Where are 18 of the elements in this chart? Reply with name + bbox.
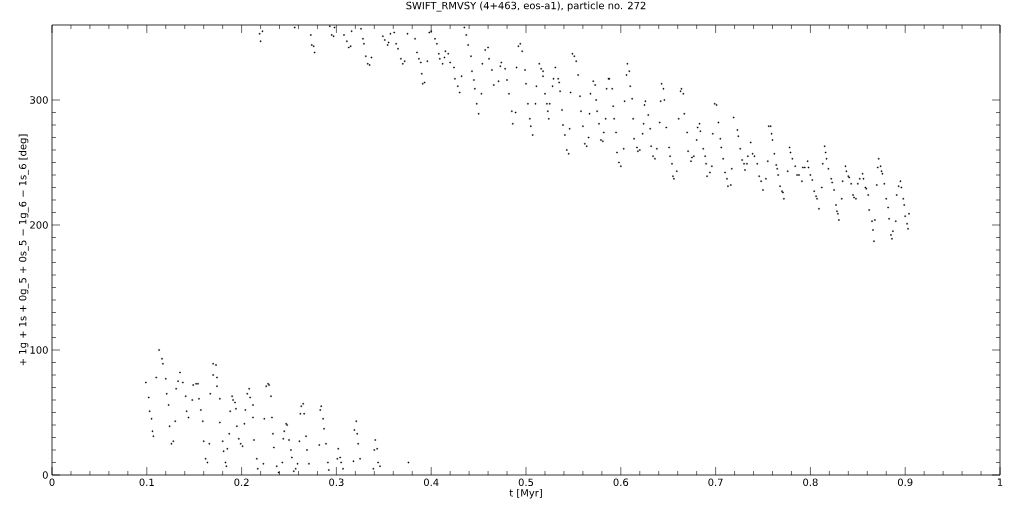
x-tick-label: 0.8 [803,478,818,487]
x-tick-label: 0.7 [708,478,723,487]
x-tick-label: 0.9 [897,478,913,487]
y-tick-label: 0 [42,471,48,479]
chart-title: SWIFT_RMVSY (4+463, eos-a1), particle no. 272 [406,1,646,12]
y-tick-label: 100 [30,346,48,354]
x-tick-label: 0.3 [329,478,344,487]
x-tick-label: 0.2 [234,478,249,487]
x-tick-label: 0.6 [613,478,629,487]
y-tick-label: 300 [30,96,48,104]
x-tick-label: 0.5 [518,478,534,487]
x-tick-label: 0.4 [423,478,439,487]
x-axis-title: t [Myr] [509,488,542,499]
x-tick-label: 1 [997,478,1003,486]
y-axis-title: + 1g + 1s + 0g_5 + 0s_5 − 1g_6 − 1s_6 [deg] [18,134,29,366]
y-tick-label: 200 [30,221,48,229]
x-tick-label: 0.1 [139,478,154,487]
x-tick-label: 0 [49,478,55,487]
